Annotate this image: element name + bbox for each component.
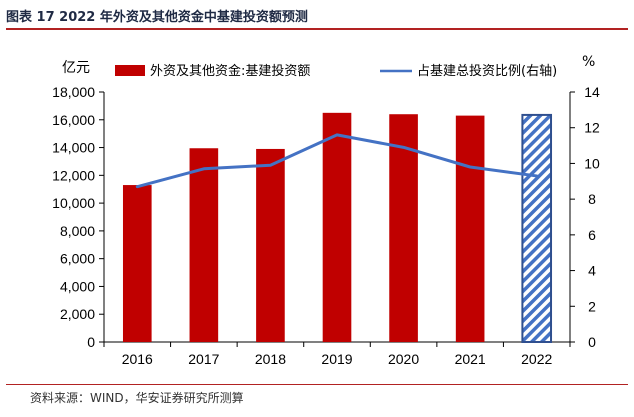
ratio-point-2016 <box>136 185 139 188</box>
bar-forecast-2022 <box>521 113 553 343</box>
bar-2017 <box>189 148 219 342</box>
left-tick-label: 4,000 <box>60 278 95 294</box>
x-tick-label: 2020 <box>388 351 419 367</box>
footer-divider <box>6 384 628 385</box>
right-tick-label: 12 <box>584 120 600 136</box>
x-tick-label: 2017 <box>188 351 219 367</box>
bar-2018 <box>256 148 285 342</box>
right-tick-label: 0 <box>588 334 596 350</box>
ratio-point-2017 <box>202 167 206 170</box>
bar-2019 <box>322 112 352 342</box>
ratio-point-2020 <box>402 146 405 149</box>
figure-title: 图表 17 2022 年外资及其他资金中基建投资额预测 <box>6 10 308 25</box>
legend-bar-swatch <box>115 65 145 76</box>
bar-2016 <box>122 185 152 342</box>
left-axis-unit: 亿元 <box>62 60 90 76</box>
legend-line-label: 占基建总投资比例(右轴) <box>417 63 557 79</box>
right-tick-label: 10 <box>584 155 600 171</box>
left-tick-label: 12,000 <box>52 167 95 183</box>
bar-2020 <box>389 114 418 342</box>
left-tick-label: 2,000 <box>60 306 95 322</box>
source-note: 资料来源：WIND，华安证券研究所测算 <box>30 391 244 405</box>
x-tick-label: 2019 <box>321 351 352 367</box>
left-tick-label: 14,000 <box>52 140 95 156</box>
title-divider <box>6 28 628 30</box>
left-tick-label: 10,000 <box>52 195 95 211</box>
right-tick-label: 6 <box>588 227 596 243</box>
right-tick-label: 8 <box>588 191 596 207</box>
x-tick-label: 2016 <box>122 351 153 367</box>
right-tick-label: 4 <box>588 263 596 279</box>
left-tick-label: 0 <box>87 334 95 350</box>
ratio-point-2019 <box>335 133 339 137</box>
left-tick-label: 8,000 <box>60 223 95 239</box>
right-axis-unit: % <box>582 54 595 70</box>
left-tick-label: 16,000 <box>52 112 95 128</box>
right-tick-label: 14 <box>584 84 600 100</box>
x-tick-label: 2021 <box>455 351 486 367</box>
left-tick-label: 18,000 <box>52 84 95 100</box>
bar-2021 <box>455 115 485 342</box>
ratio-point-2021 <box>468 165 472 169</box>
x-tick-label: 2022 <box>521 351 552 367</box>
right-tick-label: 2 <box>588 298 596 314</box>
left-tick-label: 6,000 <box>60 251 95 267</box>
ratio-point-2022 <box>535 174 538 178</box>
x-tick-label: 2018 <box>255 351 286 367</box>
ratio-point-2018 <box>269 164 272 167</box>
legend-bar-label: 外资及其他资金:基建投资额 <box>150 63 310 79</box>
